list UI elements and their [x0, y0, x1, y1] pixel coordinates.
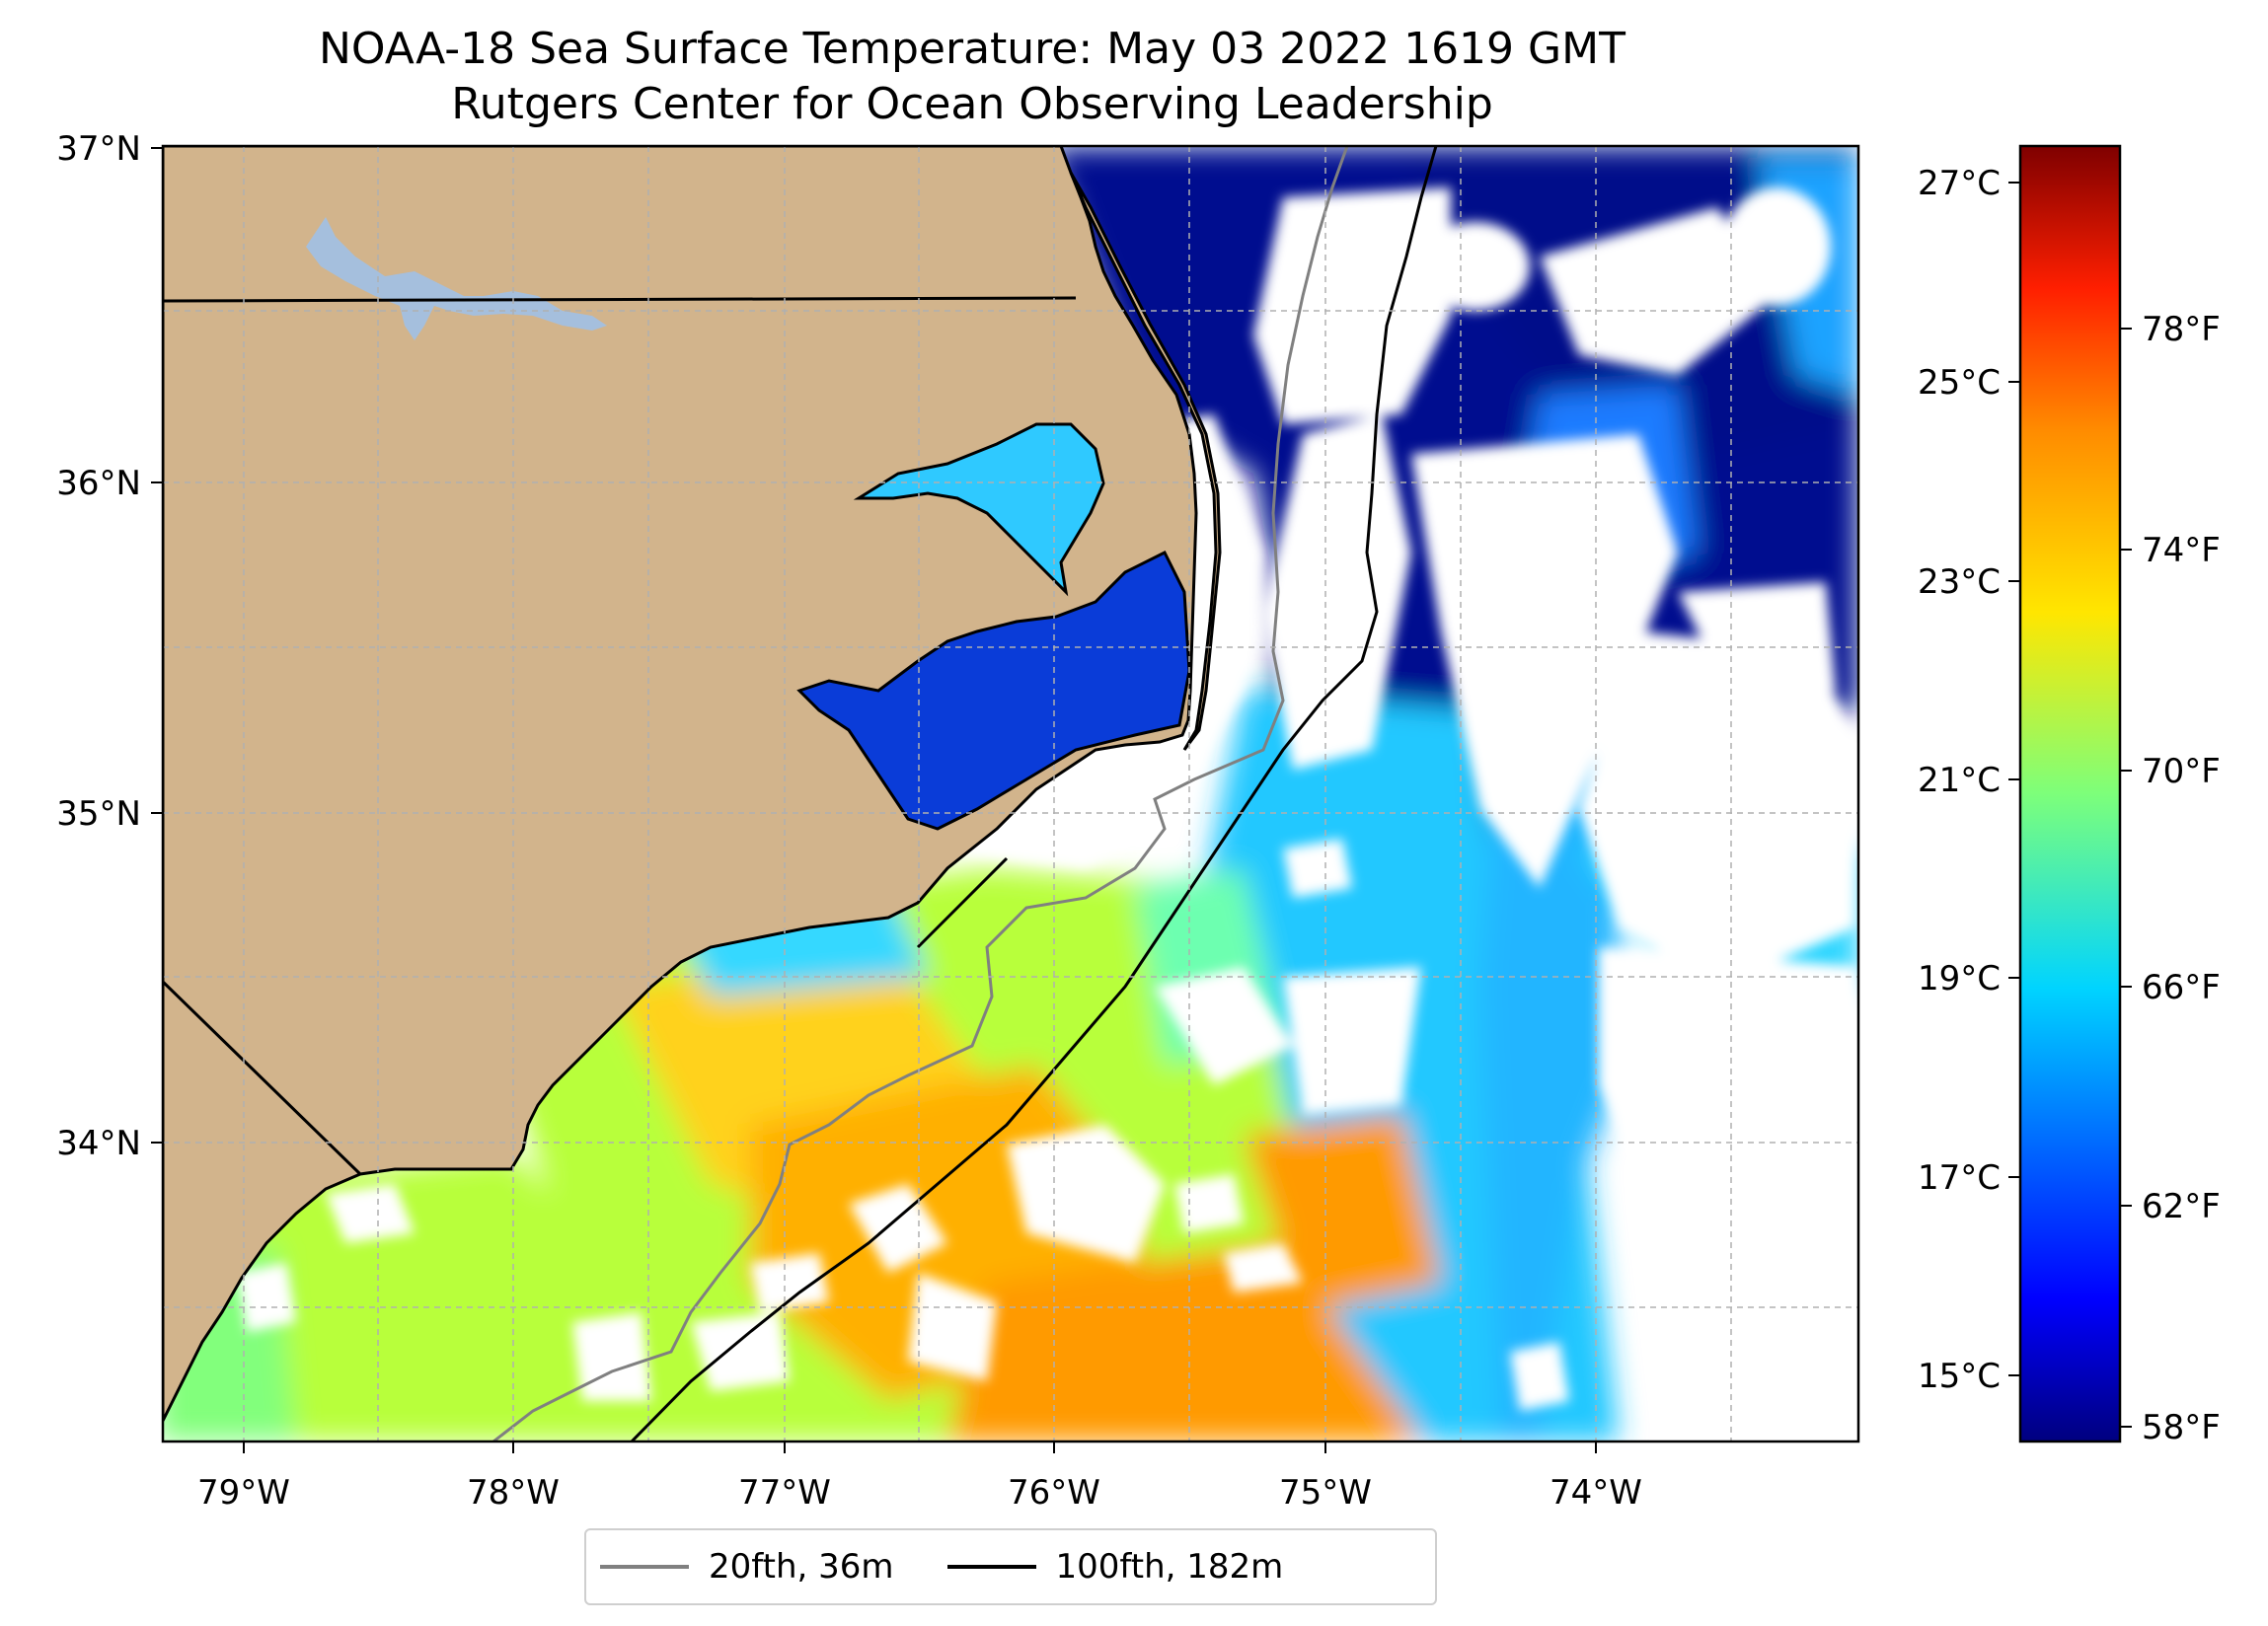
legend-label-20fth: 20fth, 36m [709, 1547, 894, 1587]
fahrenheit-label-78: 78°F [2142, 310, 2221, 349]
isobath-20fth [492, 146, 1349, 1441]
lon-ticks [243, 1441, 1597, 1453]
map-subtitle: Rutgers Center for Ocean Observing Leade… [451, 79, 1493, 129]
lon-label-76w: 76°W [1008, 1473, 1100, 1513]
lat-label-36n: 36°N [56, 464, 141, 503]
colorbar-fahrenheit-ticks [2120, 328, 2132, 1428]
lat-label-34n: 34°N [56, 1124, 141, 1163]
fahrenheit-label-58: 58°F [2142, 1408, 2221, 1447]
lon-label-75w: 75°W [1279, 1473, 1372, 1513]
fahrenheit-label-62: 62°F [2142, 1187, 2221, 1226]
map-body [163, 146, 1858, 1441]
lon-label-74w: 74°W [1550, 1473, 1642, 1513]
colorbar [2018, 144, 2122, 1443]
isobath-100fth [630, 146, 1438, 1441]
lat-label-35n: 35°N [56, 794, 141, 834]
albemarle-sound [853, 422, 1105, 597]
lat-label-37n: 37°N [56, 129, 141, 169]
celsius-label-21: 21°C [1918, 761, 2001, 800]
legend-swatch-100fth [946, 1565, 1036, 1569]
fahrenheit-label-74: 74°F [2142, 531, 2221, 570]
celsius-label-19: 19°C [1918, 959, 2001, 998]
map-frame [161, 144, 1860, 1443]
legend-item-20fth: 20fth, 36m [600, 1547, 894, 1587]
lake-gaston [306, 217, 607, 340]
legend-swatch-20fth [600, 1565, 689, 1569]
va-nc-border [163, 296, 1077, 303]
isobath-legend: 20fth, 36m 100fth, 182m [584, 1528, 1437, 1605]
lon-label-79w: 79°W [197, 1473, 290, 1513]
cape-lookout-banks [916, 856, 1009, 949]
outer-banks [1069, 172, 1222, 751]
lat-ticks [151, 147, 163, 1144]
celsius-label-23: 23°C [1918, 562, 2001, 602]
celsius-label-17: 17°C [1918, 1158, 2001, 1198]
map-title: NOAA-18 Sea Surface Temperature: May 03 … [319, 24, 1625, 74]
celsius-label-15: 15°C [1918, 1357, 2001, 1396]
fahrenheit-label-70: 70°F [2142, 752, 2221, 791]
legend-label-100fth: 100fth, 182m [1055, 1547, 1284, 1587]
legend-item-100fth: 100fth, 182m [946, 1547, 1284, 1587]
celsius-label-27: 27°C [1918, 164, 2001, 203]
map-grid [163, 146, 1858, 1441]
colorbar-celsius-ticks [2008, 182, 2020, 1376]
celsius-label-25: 25°C [1918, 363, 2001, 403]
fahrenheit-label-66: 66°F [2142, 968, 2221, 1007]
lon-label-77w: 77°W [738, 1473, 831, 1513]
lon-label-78w: 78°W [467, 1473, 560, 1513]
